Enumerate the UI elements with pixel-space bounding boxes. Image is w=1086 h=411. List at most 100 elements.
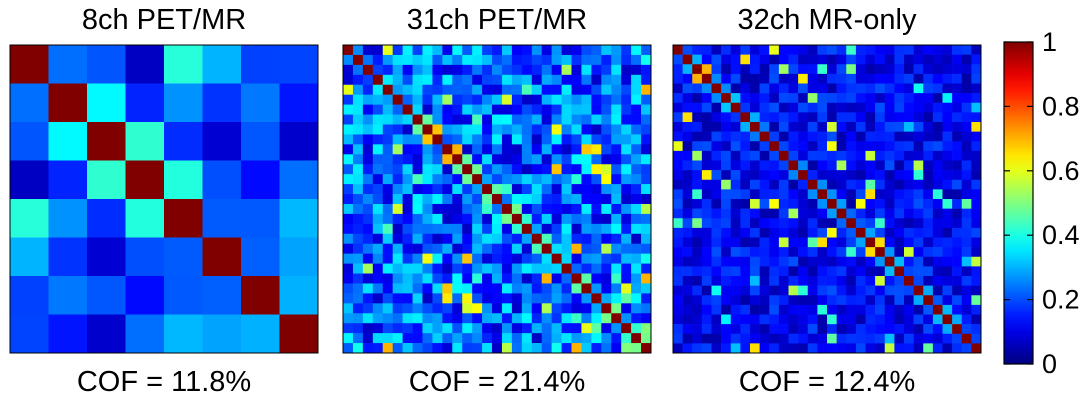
heatmap-cell	[412, 303, 423, 314]
heatmap-cell	[711, 266, 722, 277]
heatmap-cell	[855, 237, 866, 248]
heatmap-cell	[846, 343, 857, 354]
heatmap-cell	[875, 141, 886, 152]
heatmap-cell	[846, 199, 857, 209]
panel-title-8ch: 8ch PET/MR	[81, 4, 247, 36]
heatmap-cell	[740, 112, 751, 123]
heatmap-cell	[125, 314, 165, 354]
heatmap-cell	[591, 84, 602, 95]
heatmap-cell	[788, 54, 799, 65]
heatmap-cell	[452, 333, 463, 344]
heatmap-cell	[611, 94, 622, 105]
heatmap-cell	[846, 256, 857, 267]
heatmap-cell	[778, 285, 789, 296]
heatmap-cell	[402, 273, 413, 284]
heatmap-cell	[750, 285, 760, 296]
heatmap-cell	[788, 64, 799, 75]
heatmap-cell	[942, 54, 953, 65]
heatmap-cell	[788, 73, 799, 84]
heatmap-cell	[836, 150, 847, 161]
heatmap-cell	[836, 314, 847, 325]
heatmap-cell	[923, 324, 934, 335]
heatmap-cell	[855, 227, 866, 238]
heatmap-cell	[462, 84, 473, 95]
heatmap-cell	[750, 247, 760, 258]
heatmap-cell	[769, 170, 780, 181]
heatmap-cell	[846, 276, 857, 286]
heatmap-cell	[541, 213, 552, 225]
heatmap-cell	[875, 295, 886, 306]
heatmap-cell	[682, 285, 693, 296]
heatmap-cell	[611, 154, 622, 165]
heatmap-cell	[730, 247, 741, 258]
heatmap-cell	[971, 102, 982, 113]
heatmap-cell	[798, 102, 809, 113]
heatmap-cell	[412, 313, 423, 324]
heatmap-cell	[875, 256, 886, 267]
heatmap-cell	[352, 104, 364, 115]
heatmap-cell	[412, 134, 423, 145]
heatmap-cell	[855, 45, 866, 55]
heatmap-cell	[904, 199, 914, 209]
heatmap-cell	[601, 213, 612, 225]
heatmap-cell	[904, 333, 914, 344]
heatmap-cell	[952, 73, 963, 84]
heatmap-cell	[875, 343, 886, 354]
heatmap-cell	[961, 64, 972, 75]
heatmap-cell	[452, 343, 463, 354]
heatmap-cell	[865, 160, 876, 171]
heatmap-cell	[392, 303, 403, 314]
heatmap-cell	[422, 174, 433, 185]
heatmap-cell	[769, 45, 780, 55]
heatmap-cell	[10, 237, 49, 277]
heatmap-cell	[611, 253, 622, 264]
heatmap-cell	[432, 343, 443, 354]
heatmap-cell	[894, 122, 905, 132]
heatmap-cell	[551, 124, 562, 135]
heatmap-cell	[631, 64, 642, 76]
heatmap-cell	[541, 64, 552, 76]
heatmap-cell	[884, 304, 895, 315]
heatmap-cell	[531, 223, 543, 235]
heatmap-cell	[971, 131, 982, 142]
heatmap-cell	[701, 179, 712, 190]
heatmap-frame	[342, 44, 652, 354]
heatmap-cell	[894, 227, 905, 238]
heatmap-cell	[382, 164, 393, 175]
heatmap-cell	[611, 223, 622, 235]
heatmap-cell	[884, 131, 895, 142]
heatmap-cell	[621, 293, 632, 304]
heatmap-cell	[759, 160, 770, 171]
heatmap-cell	[971, 237, 982, 248]
heatmap-cell	[846, 314, 857, 325]
heatmap-cell	[740, 266, 751, 277]
heatmap-cell	[492, 243, 503, 254]
heatmap-cell	[740, 73, 751, 84]
heatmap-cell	[721, 141, 732, 152]
heatmap-cell	[432, 223, 443, 235]
heatmap-cell	[442, 223, 453, 235]
heatmap-cell	[422, 203, 433, 215]
heatmap-cell	[372, 203, 384, 215]
heatmap-cell	[942, 295, 953, 306]
heatmap-cell	[492, 253, 503, 264]
heatmap-cell	[343, 74, 354, 86]
heatmap-cell	[932, 131, 943, 142]
heatmap-cell	[561, 283, 572, 294]
heatmap-cell	[952, 189, 963, 200]
heatmap-cell	[894, 112, 905, 123]
heatmap-cell	[392, 74, 403, 86]
heatmap-cell	[521, 303, 533, 314]
heatmap-cell	[571, 273, 582, 284]
heatmap-cell	[611, 233, 622, 245]
heatmap-cell	[827, 285, 837, 296]
heatmap-cell	[343, 293, 354, 304]
heatmap-cell	[352, 164, 364, 175]
heatmap-cell	[740, 199, 751, 209]
heatmap-cell	[740, 247, 751, 258]
heatmap-cell	[482, 283, 493, 294]
heatmap-cell	[343, 343, 354, 354]
heatmap-cell	[521, 293, 533, 304]
heatmap-cell	[561, 323, 572, 334]
heatmap-cell	[827, 64, 837, 75]
